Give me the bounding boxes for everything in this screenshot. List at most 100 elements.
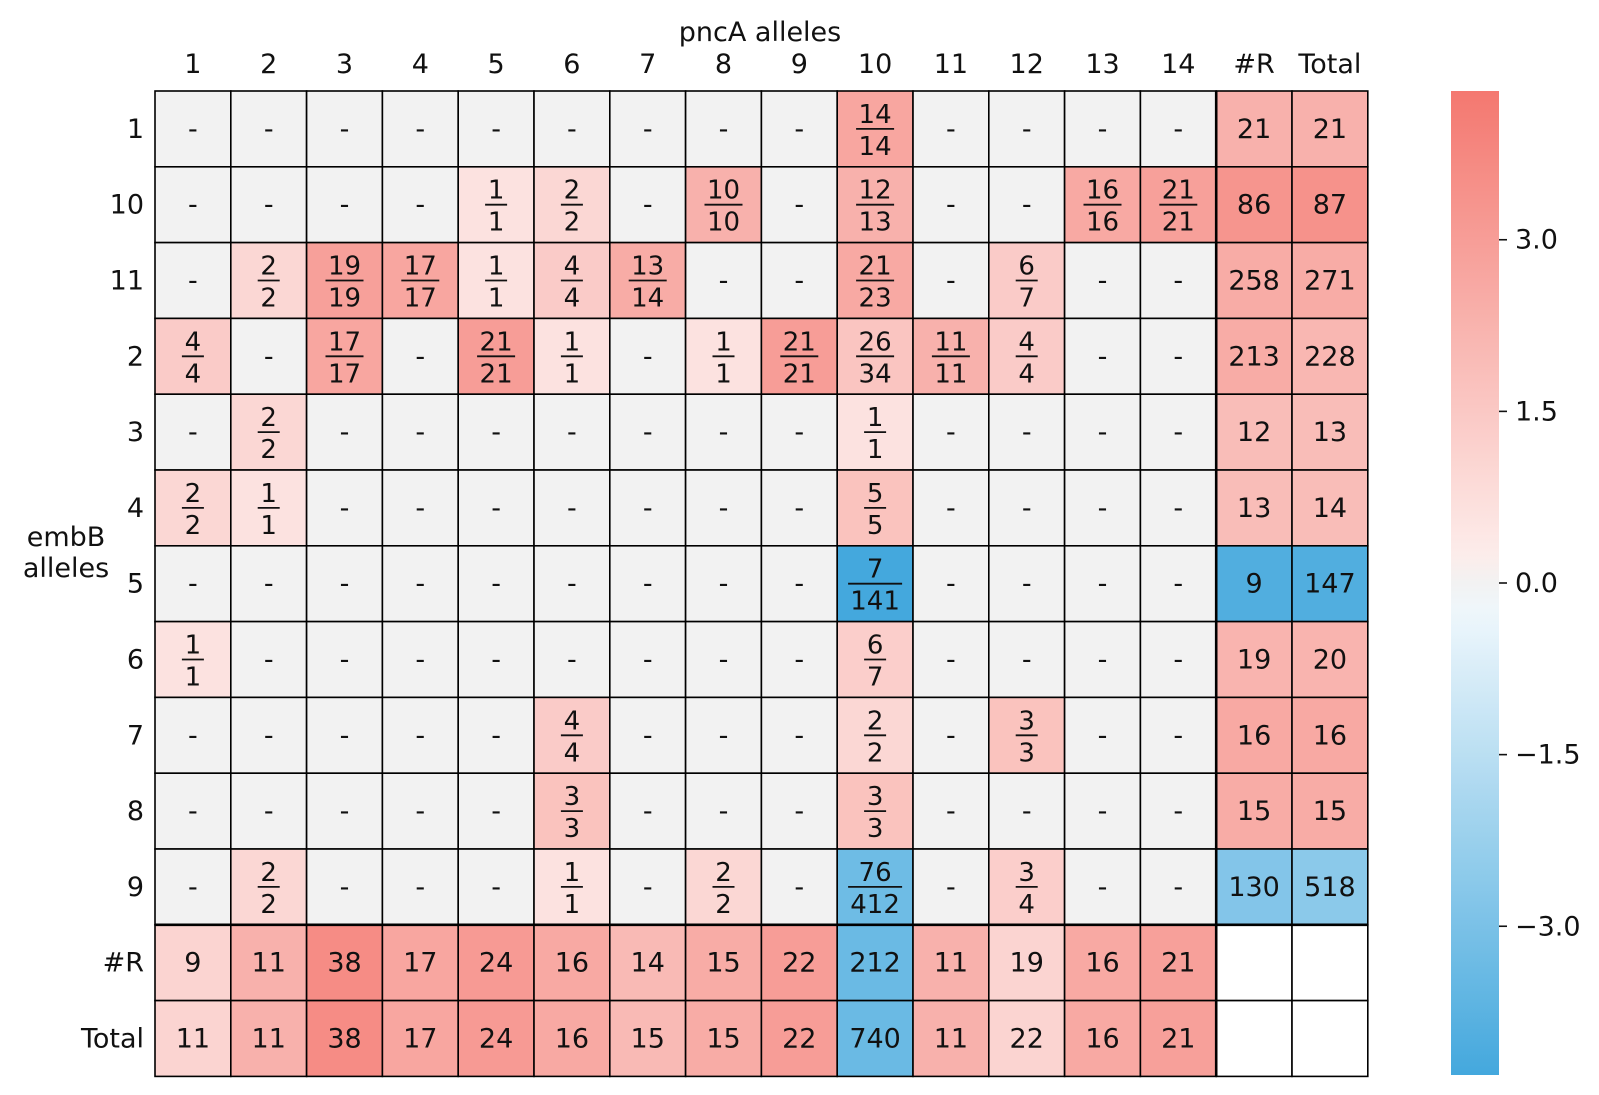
row-label: 10 (110, 190, 144, 221)
row-label: 9 (127, 872, 144, 903)
heatmap-cell (457, 393, 535, 471)
cell-numerator: 17 (328, 327, 361, 357)
cell-value: - (719, 569, 729, 600)
heatmap-cell (1139, 90, 1218, 168)
cell-value: - (491, 720, 501, 751)
cell-value: - (946, 796, 956, 827)
cell-numerator: 2 (260, 403, 277, 433)
row-label: 6 (127, 645, 144, 676)
cell-denominator: 7 (1018, 284, 1035, 314)
cell-value: 21 (1237, 114, 1271, 145)
cell-numerator: 26 (859, 327, 892, 357)
cell-value: 15 (631, 1024, 665, 1055)
cell-value: - (491, 114, 501, 145)
column-label: 10 (858, 49, 892, 80)
cell-value: 15 (706, 1024, 740, 1055)
cell-value: - (340, 645, 350, 676)
cell-value: - (188, 872, 198, 903)
heatmap-cell (912, 923, 990, 1002)
cell-denominator: 1 (260, 511, 277, 541)
heatmap-cell (1291, 166, 1369, 244)
cell-value: 16 (1085, 948, 1119, 979)
heatmap-cell (684, 241, 763, 320)
cell-value: 212 (849, 948, 901, 979)
cell-value: 17 (403, 948, 437, 979)
column-label: 7 (639, 49, 656, 80)
heatmap-cell (1291, 923, 1369, 1002)
cell-numerator: 11 (934, 327, 967, 357)
cell-value: 22 (782, 948, 816, 979)
column-label: 1 (184, 49, 201, 80)
column-label: 2 (260, 49, 277, 80)
cell-denominator: 16 (1086, 208, 1119, 238)
heatmap-cell (912, 166, 990, 244)
cell-numerator: 1 (488, 252, 505, 282)
cell-value: - (1173, 569, 1183, 600)
heatmap-cell (608, 999, 687, 1078)
cell-value: - (188, 569, 198, 600)
heatmap-cell (1139, 393, 1218, 471)
cell-numerator: 21 (1162, 176, 1195, 206)
cell-value: - (491, 645, 501, 676)
heatmap-cell (760, 393, 839, 471)
heatmap-cell (608, 317, 687, 395)
cell-numerator: 1 (867, 403, 884, 433)
cell-value: - (1022, 190, 1032, 221)
cell-value: 11 (934, 948, 968, 979)
cell-value: 11 (176, 1024, 210, 1055)
column-label: 14 (1161, 49, 1195, 80)
cell-denominator: 14 (859, 132, 892, 162)
cell-value: - (1098, 341, 1108, 372)
column-label: 11 (934, 49, 968, 80)
cell-numerator: 5 (867, 479, 884, 509)
row-label: 5 (127, 569, 144, 600)
cell-value: - (946, 114, 956, 145)
heatmap-cell (230, 166, 308, 244)
heatmap-cell (684, 620, 763, 699)
heatmap-cell (760, 923, 839, 1002)
cell-denominator: 1 (185, 663, 202, 693)
heatmap-cell (154, 544, 232, 623)
cell-numerator: 1 (185, 631, 202, 661)
cell-value: - (1022, 796, 1032, 827)
cell-value: 11 (934, 1024, 968, 1055)
cell-value: - (946, 266, 956, 297)
cell-value: 271 (1304, 266, 1356, 297)
cell-value: - (491, 417, 501, 448)
heatmap-cell (987, 166, 1066, 244)
column-label: 12 (1010, 49, 1044, 80)
row-label: 2 (127, 341, 144, 372)
heatmap-cell (305, 620, 384, 699)
heatmap-cell (533, 469, 611, 547)
cell-value: - (264, 341, 274, 372)
cell-value: 16 (1313, 720, 1347, 751)
cell-value: - (643, 341, 653, 372)
cell-value: - (340, 417, 350, 448)
cell-denominator: 141 (850, 587, 900, 617)
cell-value: - (643, 190, 653, 221)
heatmap-cell (684, 772, 763, 850)
cell-value: - (643, 493, 653, 524)
heatmap-cell (1291, 544, 1369, 623)
cell-value: - (415, 341, 425, 372)
row-label: 1 (127, 114, 144, 145)
cell-value: 11 (252, 1024, 286, 1055)
cell-value: 16 (555, 1024, 589, 1055)
cell-denominator: 11 (934, 359, 967, 389)
cell-numerator: 1 (715, 327, 732, 357)
cell-value: - (643, 872, 653, 903)
cell-value: - (643, 720, 653, 751)
heatmap-cell (1063, 241, 1142, 320)
cell-value: - (1022, 417, 1032, 448)
cell-value: 130 (1228, 872, 1280, 903)
cell-numerator: 17 (404, 252, 437, 282)
heatmap-cell (533, 90, 611, 168)
heatmap-cell (1291, 241, 1369, 320)
cell-denominator: 4 (564, 738, 581, 768)
heatmap-cell (912, 848, 990, 926)
cell-value: - (794, 872, 804, 903)
heatmap-cell (1063, 544, 1142, 623)
cell-value: - (415, 645, 425, 676)
colorbar-gradient (1451, 91, 1499, 1075)
cell-value: - (188, 190, 198, 221)
